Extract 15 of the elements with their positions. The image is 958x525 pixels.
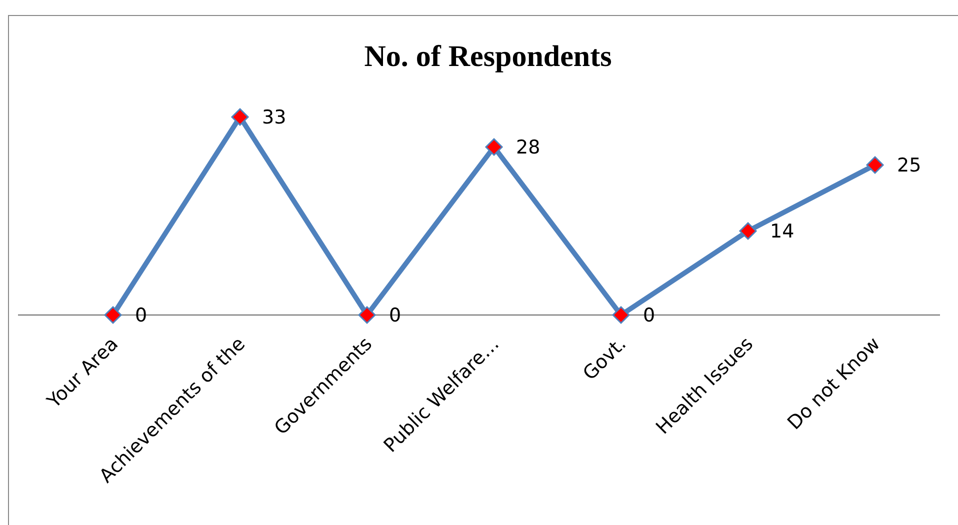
data-label: 0	[643, 304, 656, 327]
point	[358, 306, 376, 324]
point	[231, 108, 249, 126]
data-label: 0	[135, 304, 148, 327]
point	[104, 306, 122, 324]
data-label: 14	[770, 220, 794, 243]
point	[485, 138, 503, 156]
point	[866, 156, 884, 174]
data-label: 0	[389, 304, 402, 327]
chart-title: No. of Respondents	[364, 40, 612, 73]
data-label: 28	[516, 136, 540, 159]
point	[739, 222, 757, 240]
data-label: 33	[262, 106, 286, 129]
point	[612, 306, 630, 324]
data-label: 25	[897, 154, 922, 177]
